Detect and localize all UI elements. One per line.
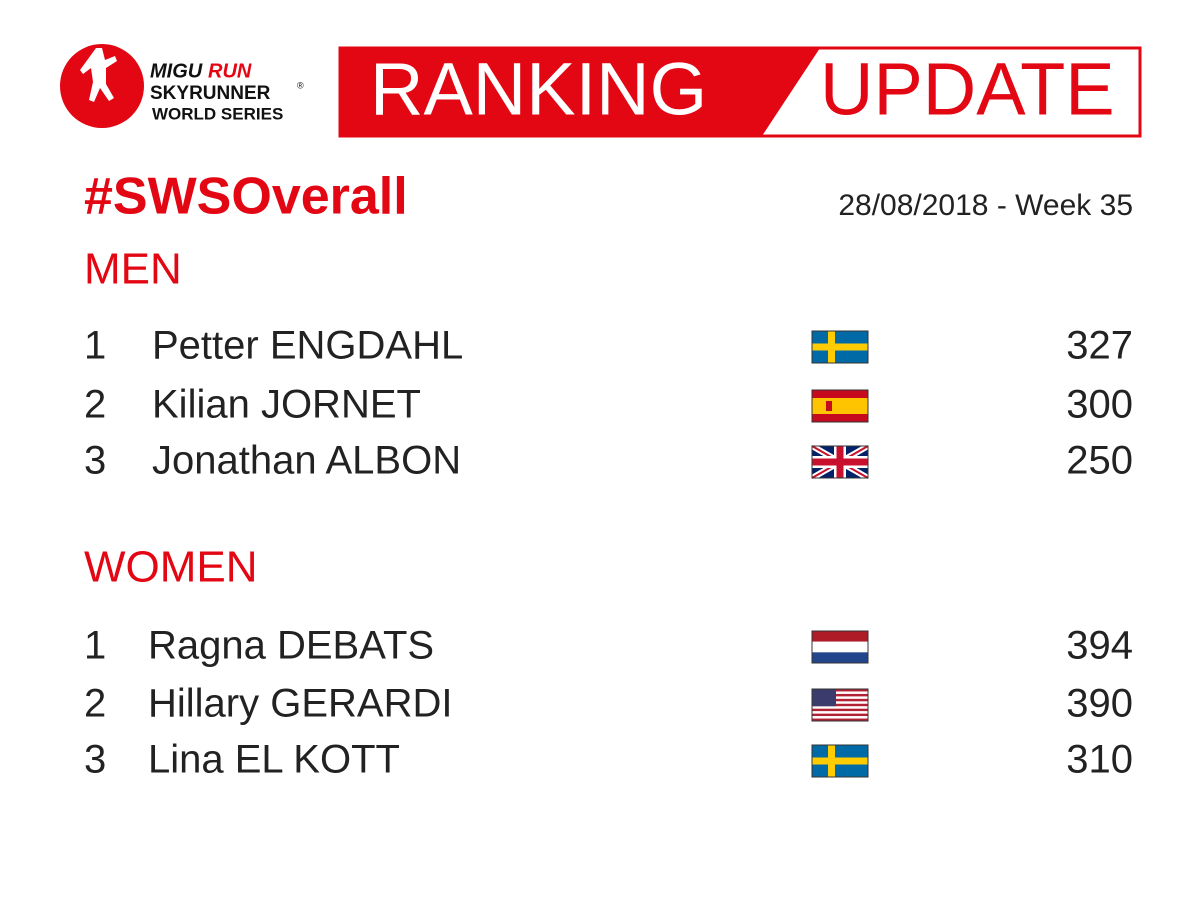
- flag-stripe: [812, 711, 868, 714]
- logo-brand-b: RUN: [208, 60, 252, 82]
- flag-cross: [812, 458, 868, 466]
- flag: [811, 330, 869, 364]
- date: 28/08/2018 - Week 35: [838, 189, 1133, 222]
- flag: [811, 389, 869, 423]
- flag-stripe: [812, 706, 868, 709]
- flag-band: [812, 398, 868, 414]
- rank: 1: [84, 324, 106, 368]
- ranking-row: 1 Petter ENGDAHL 327: [84, 324, 1133, 368]
- logo-line3: WORLD SERIES: [152, 104, 283, 123]
- logo-runner: [80, 48, 117, 102]
- banner-red: [340, 48, 820, 136]
- flag-band: [812, 641, 868, 653]
- ranking-row: 2 Hillary GERARDI 390: [84, 682, 1133, 726]
- athlete-name: Lina EL KOTT: [148, 738, 400, 782]
- banner-left: RANKING: [370, 48, 707, 131]
- flag-stripe: [812, 708, 868, 712]
- flag: [811, 688, 869, 722]
- flag-stripe: [812, 696, 868, 700]
- athlete-name: Hillary GERARDI: [148, 682, 452, 726]
- rank: 2: [84, 383, 106, 427]
- points: 300: [1066, 383, 1133, 427]
- points: 250: [1066, 439, 1133, 483]
- flag-border: [811, 630, 869, 664]
- section-title: WOMEN: [84, 543, 258, 592]
- flag-stripe: [812, 689, 868, 692]
- flag-stripe: [812, 716, 868, 719]
- flag-emblem: [826, 401, 832, 411]
- flag-stripe: [812, 691, 868, 695]
- section-title: MEN: [84, 245, 182, 294]
- points: 390: [1066, 682, 1133, 726]
- ranking-row: 3 Jonathan ALBON 250: [84, 439, 1133, 483]
- banner: RANKING UPDATE: [338, 46, 1142, 138]
- flag: [810, 443, 870, 481]
- banner-right: UPDATE: [820, 48, 1115, 131]
- flag-stripe: [812, 718, 868, 722]
- flag-stripe: [812, 703, 868, 707]
- flag-band: [812, 631, 868, 642]
- flag-stripe: [812, 701, 868, 704]
- points: 394: [1066, 624, 1133, 668]
- ranking-row: 1 Ragna DEBATS 394: [84, 624, 1133, 668]
- ranking-row: 2 Kilian JORNET 300: [84, 383, 1133, 427]
- logo-brand-a: MIGU: [150, 60, 203, 82]
- flag-canton: [812, 689, 836, 707]
- rank: 3: [84, 738, 106, 782]
- rank: 1: [84, 624, 106, 668]
- logo-line2: SKYRUNNER: [150, 83, 271, 104]
- flag-stripe: [812, 693, 868, 697]
- flag-border: [811, 688, 869, 722]
- athlete-name: Petter ENGDAHL: [152, 324, 463, 368]
- athlete-name: Ragna DEBATS: [148, 624, 434, 668]
- ranking-row: 3 Lina EL KOTT 310: [84, 738, 1133, 782]
- logo: MIGU RUN SKYRUNNER ® WORLD SERIES: [60, 44, 304, 128]
- flag-cross: [812, 757, 868, 765]
- flag-stripe: [812, 698, 868, 702]
- logo-reg: ®: [297, 80, 304, 90]
- points: 327: [1066, 324, 1133, 368]
- flag: [811, 744, 869, 778]
- flag-border: [811, 445, 869, 479]
- flag-cross: [812, 343, 868, 351]
- flag-border: [811, 389, 869, 423]
- athlete-name: Kilian JORNET: [152, 383, 421, 427]
- flag: [811, 630, 869, 664]
- flag-border: [811, 744, 869, 778]
- points: 310: [1066, 738, 1133, 782]
- athlete-name: Jonathan ALBON: [152, 439, 461, 483]
- hashtag: #SWSOverall: [84, 168, 408, 226]
- flag-border: [811, 330, 869, 364]
- flag-stripe: [812, 713, 868, 717]
- rank: 3: [84, 439, 106, 483]
- rank: 2: [84, 682, 106, 726]
- flag-band: [812, 652, 868, 663]
